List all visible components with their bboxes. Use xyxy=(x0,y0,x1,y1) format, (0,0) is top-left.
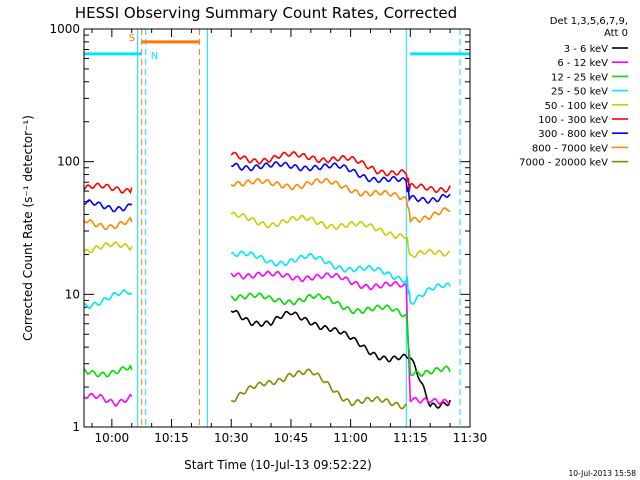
x-tick-label: 10:15 xyxy=(154,431,189,445)
legend-entry-label: 25 - 50 keV xyxy=(551,87,608,98)
legend-entry-label: 12 - 25 keV xyxy=(551,72,608,83)
x-axis-label: Start Time (10-Jul-13 09:52:22) xyxy=(184,458,372,472)
x-tick-label: 10:45 xyxy=(274,431,309,445)
series-line xyxy=(230,292,451,377)
timestamp: 10-Jul-2013 15:58 xyxy=(568,469,636,478)
series-line xyxy=(230,177,451,224)
y-tick-label: 10 xyxy=(65,287,80,301)
legend-entry-label: 3 - 6 keV xyxy=(564,44,608,55)
series-line xyxy=(83,392,133,408)
x-tick-label: 11:30 xyxy=(453,431,488,445)
y-tick-label: 1 xyxy=(72,420,80,434)
series-line xyxy=(230,368,407,410)
series-line xyxy=(83,216,133,231)
y-tick-label: 100 xyxy=(57,155,80,169)
series-line xyxy=(83,241,133,254)
legend-entry-label: 6 - 12 keV xyxy=(557,58,608,69)
series-line xyxy=(83,182,133,195)
y-tick-label: 1000 xyxy=(49,22,80,36)
series-line xyxy=(231,250,451,305)
series-line xyxy=(230,211,451,259)
legend-header: Det 1,3,5,6,7,9, xyxy=(550,16,628,27)
legend-entry-label: 7000 - 20000 keV xyxy=(519,158,608,169)
x-tick-label: 10:00 xyxy=(95,431,130,445)
x-tick-label: 10:30 xyxy=(214,431,249,445)
legend-entry-label: 100 - 300 keV xyxy=(538,115,608,126)
series-line xyxy=(230,309,451,410)
series-line xyxy=(231,161,451,204)
legend-entry-label: 50 - 100 keV xyxy=(545,101,609,112)
series-line xyxy=(230,270,451,405)
legend-entry-label: 800 - 7000 keV xyxy=(532,143,608,154)
saa-flag-label: S xyxy=(129,33,135,44)
series-line xyxy=(230,150,451,194)
x-tick-label: 11:15 xyxy=(393,431,428,445)
legend: Det 1,3,5,6,7,9,Att 0 3 - 6 keV 6 - 12 keV… xyxy=(519,16,628,169)
chart-title: HESSI Observing Summary Count Rates, Cor… xyxy=(75,4,457,22)
y-axis-label: Corrected Count Rate (s⁻¹ detector⁻¹) xyxy=(21,115,35,341)
legend-header: Att 0 xyxy=(604,28,628,39)
series-line xyxy=(84,289,133,310)
series-line xyxy=(83,364,133,378)
night-flag-label: N xyxy=(151,51,158,62)
legend-entry-label: 300 - 800 keV xyxy=(538,129,608,140)
series-line xyxy=(83,198,133,213)
x-tick-label: 11:00 xyxy=(333,431,368,445)
plot-area: 1 10 100 1000 10:00 10:15 10:30 10:45 11:00 11:15… xyxy=(49,22,487,445)
plot-frame xyxy=(83,28,471,428)
